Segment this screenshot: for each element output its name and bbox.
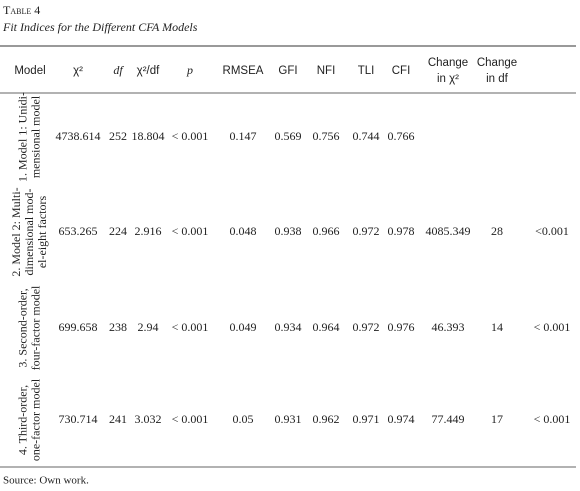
cell: < 0.001: [172, 320, 209, 334]
model-name: 3. Second-order,: [15, 288, 29, 367]
column-header: CFI: [392, 65, 411, 77]
cell: < 0.001: [172, 412, 209, 426]
cell: < 0.001: [534, 320, 571, 334]
model-name: 4. Third-order,: [15, 385, 29, 455]
cell: 2.916: [135, 224, 162, 238]
column-header: in df: [486, 73, 509, 85]
column-header: Change: [428, 57, 468, 69]
cell: 0.964: [313, 320, 340, 334]
column-header: Model: [14, 65, 45, 77]
cell: 0.934: [275, 320, 302, 334]
cell: 0.962: [313, 412, 340, 426]
cell: < 0.001: [172, 129, 209, 143]
cell: 2.94: [138, 320, 159, 334]
cell: 238: [109, 320, 127, 334]
column-header: RMSEA: [223, 65, 264, 77]
cell: 0.05: [233, 412, 254, 426]
cell: 241: [109, 412, 127, 426]
cell: 4738.614: [56, 129, 101, 143]
cell: 3.032: [135, 412, 162, 426]
cell: 0.049: [230, 320, 257, 334]
cell: 0.976: [388, 320, 415, 334]
cell: 0.972: [353, 224, 380, 238]
cell: 0.147: [230, 129, 257, 143]
cell: 0.972: [353, 320, 380, 334]
cell: 730.714: [59, 412, 98, 426]
cell: 46.393: [432, 320, 465, 334]
cell: 28: [491, 224, 503, 238]
column-header: χ²: [73, 65, 83, 77]
source-note: Source: Own work.: [3, 475, 89, 487]
cell: <0.001: [535, 224, 569, 238]
cell: 0.971: [353, 412, 380, 426]
cell: 17: [491, 412, 503, 426]
cell: 0.569: [275, 129, 302, 143]
model-name: 2. Model 2: Multi-: [9, 187, 23, 276]
cell: 0.931: [275, 412, 302, 426]
column-header: TLI: [358, 65, 375, 77]
cell: 224: [109, 224, 127, 238]
column-header: χ²/df: [137, 65, 160, 77]
column-header: NFI: [317, 65, 336, 77]
cell: 0.744: [353, 129, 380, 143]
model-name: 1. Model 1: Unidi-: [15, 92, 29, 182]
model-name: four-factor model: [28, 285, 42, 370]
cell: 0.966: [313, 224, 340, 238]
model-name: el-eight factors: [35, 196, 49, 269]
column-header: df: [113, 63, 124, 77]
cell: 252: [109, 129, 127, 143]
cell: 14: [491, 320, 503, 334]
model-name: mensional model: [28, 95, 42, 178]
cell: < 0.001: [172, 224, 209, 238]
cell: 0.048: [230, 224, 257, 238]
cell: 0.756: [313, 129, 340, 143]
cell: 0.978: [388, 224, 415, 238]
cell: 653.265: [59, 224, 98, 238]
cell: 77.449: [432, 412, 465, 426]
model-name: one-factor model: [28, 378, 42, 461]
column-header: Change: [477, 57, 517, 69]
cell: 0.974: [388, 412, 415, 426]
cell: 18.804: [132, 129, 165, 143]
cell: < 0.001: [534, 412, 571, 426]
cell: 699.658: [59, 320, 98, 334]
column-header: GFI: [278, 65, 297, 77]
model-name: dimensional mod-: [22, 189, 36, 276]
cell: 0.938: [275, 224, 302, 238]
column-header: in χ²: [437, 73, 459, 85]
cell: 0.766: [388, 129, 415, 143]
cell: 4085.349: [426, 224, 471, 238]
column-header: p: [186, 63, 193, 77]
table-title: Fit Indices for the Different CFA Models: [2, 20, 198, 34]
table-label: Table 4: [3, 3, 40, 17]
